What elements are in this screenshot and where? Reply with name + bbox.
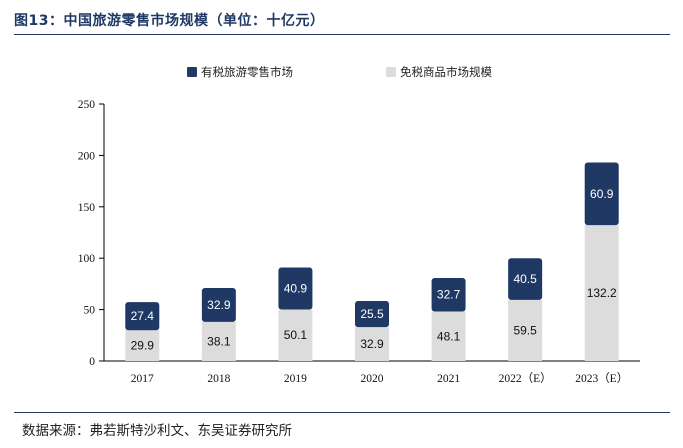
legend-label: 有税旅游零售市场 <box>201 65 293 79</box>
y-tick-label: 0 <box>89 356 95 368</box>
bar-duty-free <box>278 309 313 361</box>
y-tick-label: 250 <box>78 99 96 111</box>
y-tick-label: 50 <box>84 305 96 317</box>
x-tick-label: 2021 <box>437 373 460 385</box>
data-label-duty-free: 48.1 <box>437 329 461 343</box>
y-tick-label: 150 <box>78 202 96 214</box>
stacked-bar-chart: 0 50 100 150 200 250 29.9 27.4 2017 38.1 32.9 2018 5… <box>78 65 640 385</box>
bar-dutiable <box>431 277 466 312</box>
data-label-dutiable: 60.9 <box>590 187 614 201</box>
bar-dutiable <box>201 288 236 322</box>
bar-duty-free <box>431 311 466 361</box>
bar-duty-free <box>125 330 160 361</box>
data-label-duty-free: 50.1 <box>284 328 308 342</box>
x-tick-label: 2023（E） <box>575 372 628 385</box>
x-tick-label: 2018 <box>207 373 230 385</box>
data-label-duty-free: 132.2 <box>587 286 617 300</box>
data-label-dutiable: 32.9 <box>207 298 231 312</box>
data-label-dutiable: 32.7 <box>437 288 461 302</box>
x-tick-label: 2017 <box>131 373 154 385</box>
source-note: 数据来源：弗若斯特沙利文、东吴证券研究所 <box>22 423 292 439</box>
source-bar: 数据来源：弗若斯特沙利文、东吴证券研究所 <box>14 412 670 439</box>
data-label-dutiable: 25.5 <box>360 307 384 321</box>
x-tick-label: 2022（E） <box>499 372 552 385</box>
legend-label: 免税商品市场规模 <box>400 65 492 79</box>
bar-dutiable <box>355 300 389 328</box>
y-tick-label: 200 <box>78 150 96 162</box>
data-label-duty-free: 38.1 <box>207 334 231 348</box>
y-tick-label: 100 <box>78 253 96 265</box>
data-label-duty-free: 32.9 <box>360 337 384 351</box>
bar-duty-free <box>355 327 389 361</box>
data-label-dutiable: 40.9 <box>284 281 308 295</box>
figure-title: 图13：中国旅游零售市场规模（单位：十亿元） <box>14 13 325 29</box>
bar-duty-free <box>508 299 543 361</box>
data-label-dutiable: 27.4 <box>131 309 155 323</box>
legend-swatch <box>386 67 396 77</box>
data-label-dutiable: 40.5 <box>513 272 537 286</box>
x-tick-label: 2019 <box>284 373 307 385</box>
bar-dutiable <box>584 162 619 226</box>
data-label-duty-free: 59.5 <box>513 323 537 337</box>
bar-duty-free <box>584 225 619 361</box>
data-label-duty-free: 29.9 <box>131 339 155 353</box>
bar-dutiable <box>508 258 543 300</box>
bar-duty-free <box>201 321 236 361</box>
bar-dutiable <box>125 302 160 331</box>
figure-title-bar: 图13：中国旅游零售市场规模（单位：十亿元） <box>14 6 670 35</box>
bar-dutiable <box>278 267 313 310</box>
legend-swatch <box>187 67 197 77</box>
x-tick-label: 2020 <box>361 373 384 385</box>
